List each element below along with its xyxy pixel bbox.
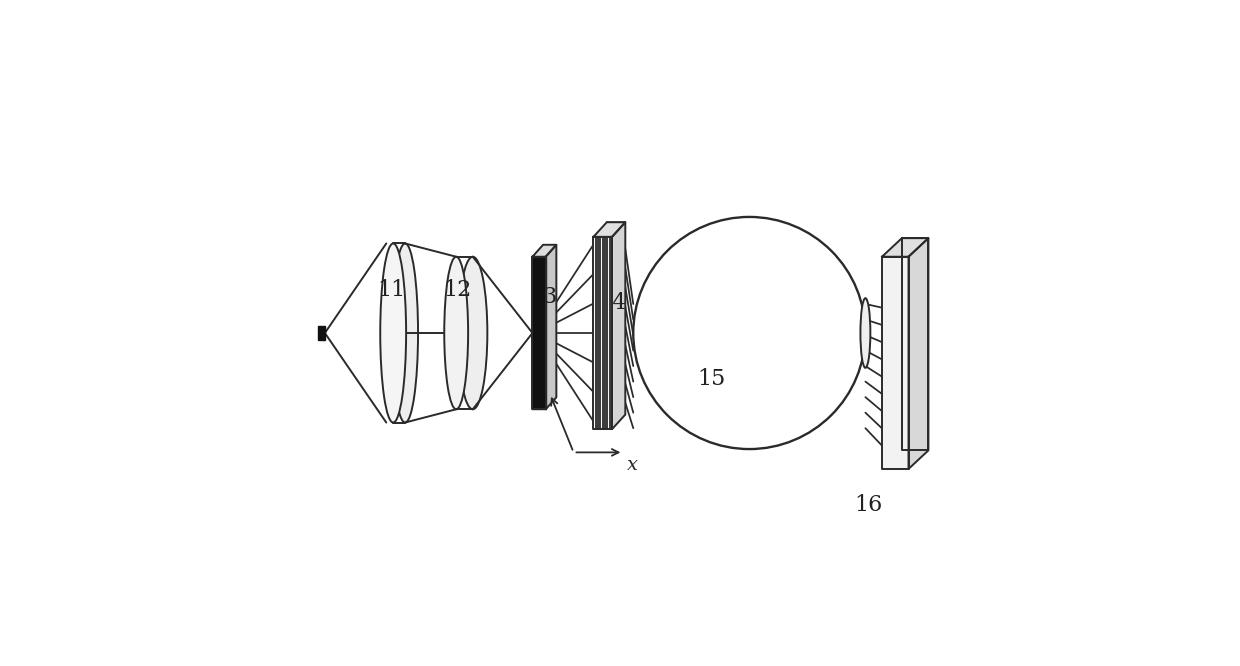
- Polygon shape: [882, 238, 929, 256]
- Polygon shape: [882, 256, 909, 469]
- Ellipse shape: [392, 244, 418, 422]
- Text: 14: 14: [598, 292, 626, 314]
- Text: x: x: [626, 456, 637, 474]
- Text: 15: 15: [697, 368, 725, 390]
- Text: y: y: [533, 371, 544, 389]
- Polygon shape: [543, 245, 557, 398]
- Polygon shape: [532, 256, 546, 410]
- Ellipse shape: [861, 298, 870, 368]
- Ellipse shape: [381, 244, 407, 422]
- Polygon shape: [546, 245, 557, 410]
- Polygon shape: [613, 222, 625, 429]
- Polygon shape: [594, 237, 613, 429]
- Polygon shape: [909, 238, 929, 469]
- Text: 16: 16: [854, 494, 883, 516]
- Polygon shape: [594, 222, 625, 237]
- Polygon shape: [901, 238, 929, 450]
- Text: 13: 13: [529, 286, 558, 308]
- Ellipse shape: [444, 256, 469, 410]
- Bar: [319, 326, 325, 340]
- Polygon shape: [532, 245, 557, 256]
- Polygon shape: [606, 222, 625, 414]
- Text: 12: 12: [444, 279, 471, 301]
- Ellipse shape: [458, 256, 487, 410]
- Text: 11: 11: [377, 279, 405, 301]
